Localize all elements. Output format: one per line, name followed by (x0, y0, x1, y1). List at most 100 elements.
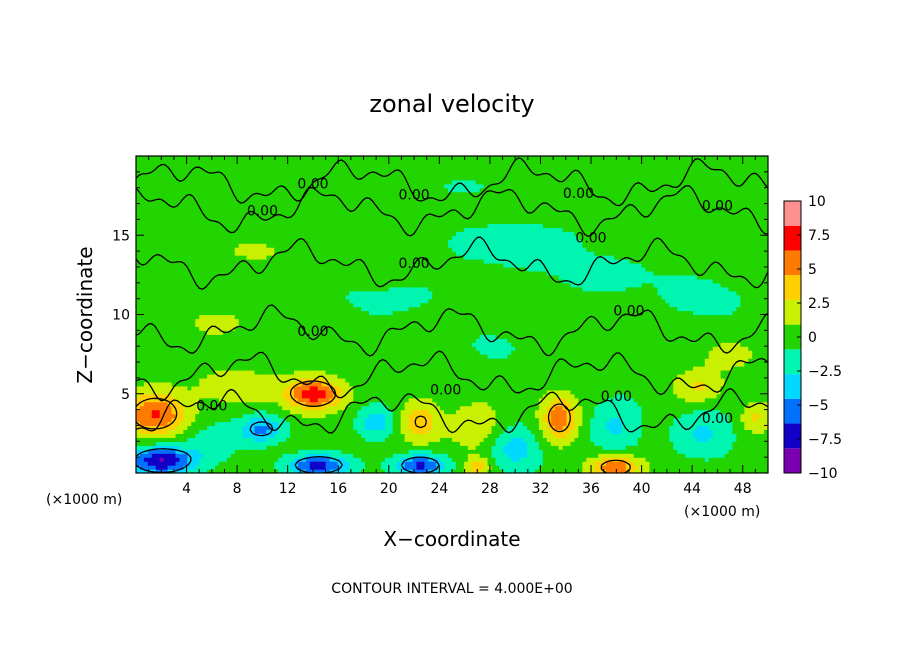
field-cell (586, 437, 591, 442)
field-cell (566, 413, 572, 419)
field-cell (487, 417, 493, 423)
field-cell (238, 445, 244, 450)
field-cell (613, 393, 619, 399)
field-cell (349, 354, 354, 359)
field-cell (400, 425, 406, 431)
field-cell (203, 465, 208, 470)
field-cell (531, 417, 536, 423)
field-cell (183, 461, 188, 466)
field-cell (598, 437, 603, 442)
field-cell (416, 445, 421, 450)
field-cell (380, 405, 386, 411)
field-cell (222, 369, 228, 375)
field-cell (578, 393, 583, 399)
field-cell (428, 457, 433, 462)
field-cell (448, 437, 453, 442)
field-cell (444, 453, 449, 458)
field-cell (262, 366, 267, 371)
field-cell (519, 354, 524, 359)
field-cell (215, 385, 220, 391)
field-cell (294, 437, 299, 442)
field-cell (274, 366, 279, 371)
field-cell (159, 362, 165, 367)
field-cell (230, 409, 236, 415)
field-cell (594, 437, 599, 442)
field-cell (187, 413, 192, 419)
field-cell (388, 405, 394, 411)
field-cell (207, 346, 212, 351)
field-cell (448, 461, 453, 466)
field-cell (400, 362, 406, 367)
field-cell (440, 453, 445, 458)
field-cell (195, 469, 200, 473)
field-cell (218, 362, 224, 367)
field-cell (392, 401, 398, 407)
field-cell (499, 433, 504, 438)
field-cell (554, 377, 560, 383)
field-cell (167, 350, 173, 355)
field-cell (424, 461, 429, 466)
field-cell (294, 393, 299, 399)
field-cell (610, 377, 615, 383)
field-cell (353, 453, 358, 458)
field-cell (503, 465, 508, 470)
field-cell (278, 417, 283, 423)
field-cell (649, 409, 655, 415)
field-cell (428, 449, 433, 454)
field-cell (491, 385, 497, 391)
field-cell (621, 453, 627, 458)
field-cell (669, 449, 674, 454)
field-cell (712, 425, 718, 431)
field-cell (641, 401, 647, 407)
field-cell (266, 354, 271, 359)
field-cell (139, 389, 145, 395)
field-cell (455, 389, 461, 395)
field-cell (562, 389, 568, 395)
field-cell (712, 417, 718, 423)
field-cell (297, 421, 303, 427)
field-cell (412, 358, 418, 363)
field-cell (420, 429, 425, 434)
field-cell (420, 425, 425, 431)
field-cell (349, 433, 354, 438)
field-cell (167, 437, 173, 442)
field-cell (625, 437, 631, 442)
field-cell (388, 465, 394, 470)
field-cell (444, 366, 449, 371)
field-cell (408, 354, 414, 359)
field-cell (708, 389, 714, 395)
field-cell (226, 385, 232, 391)
field-cell (732, 425, 737, 431)
field-cell (274, 413, 279, 419)
field-cell (357, 449, 362, 454)
field-cell (748, 397, 753, 403)
field-cell (724, 417, 730, 423)
field-cell (234, 417, 240, 423)
field-cell (349, 461, 354, 466)
field-cell (483, 377, 489, 383)
field-cell (760, 413, 765, 419)
field-cell (467, 354, 473, 359)
field-cell (455, 441, 461, 446)
field-cell (590, 437, 595, 442)
field-cell (515, 465, 520, 470)
field-cell (467, 429, 473, 434)
field-cell (266, 389, 271, 395)
field-cell (254, 429, 260, 434)
field-cell (179, 441, 184, 446)
field-cell (203, 461, 208, 466)
field-cell (365, 409, 370, 415)
field-cell (479, 461, 485, 466)
field-cell (242, 433, 248, 438)
field-cell (167, 373, 173, 379)
field-cell (558, 449, 564, 454)
field-cell (171, 409, 177, 415)
field-cell (463, 425, 469, 431)
field-cell (463, 369, 469, 375)
field-cell (582, 413, 587, 419)
field-cell (748, 441, 753, 446)
field-cell (242, 373, 248, 379)
field-cell (349, 445, 354, 450)
field-cell (365, 469, 370, 473)
field-cell (452, 401, 457, 407)
